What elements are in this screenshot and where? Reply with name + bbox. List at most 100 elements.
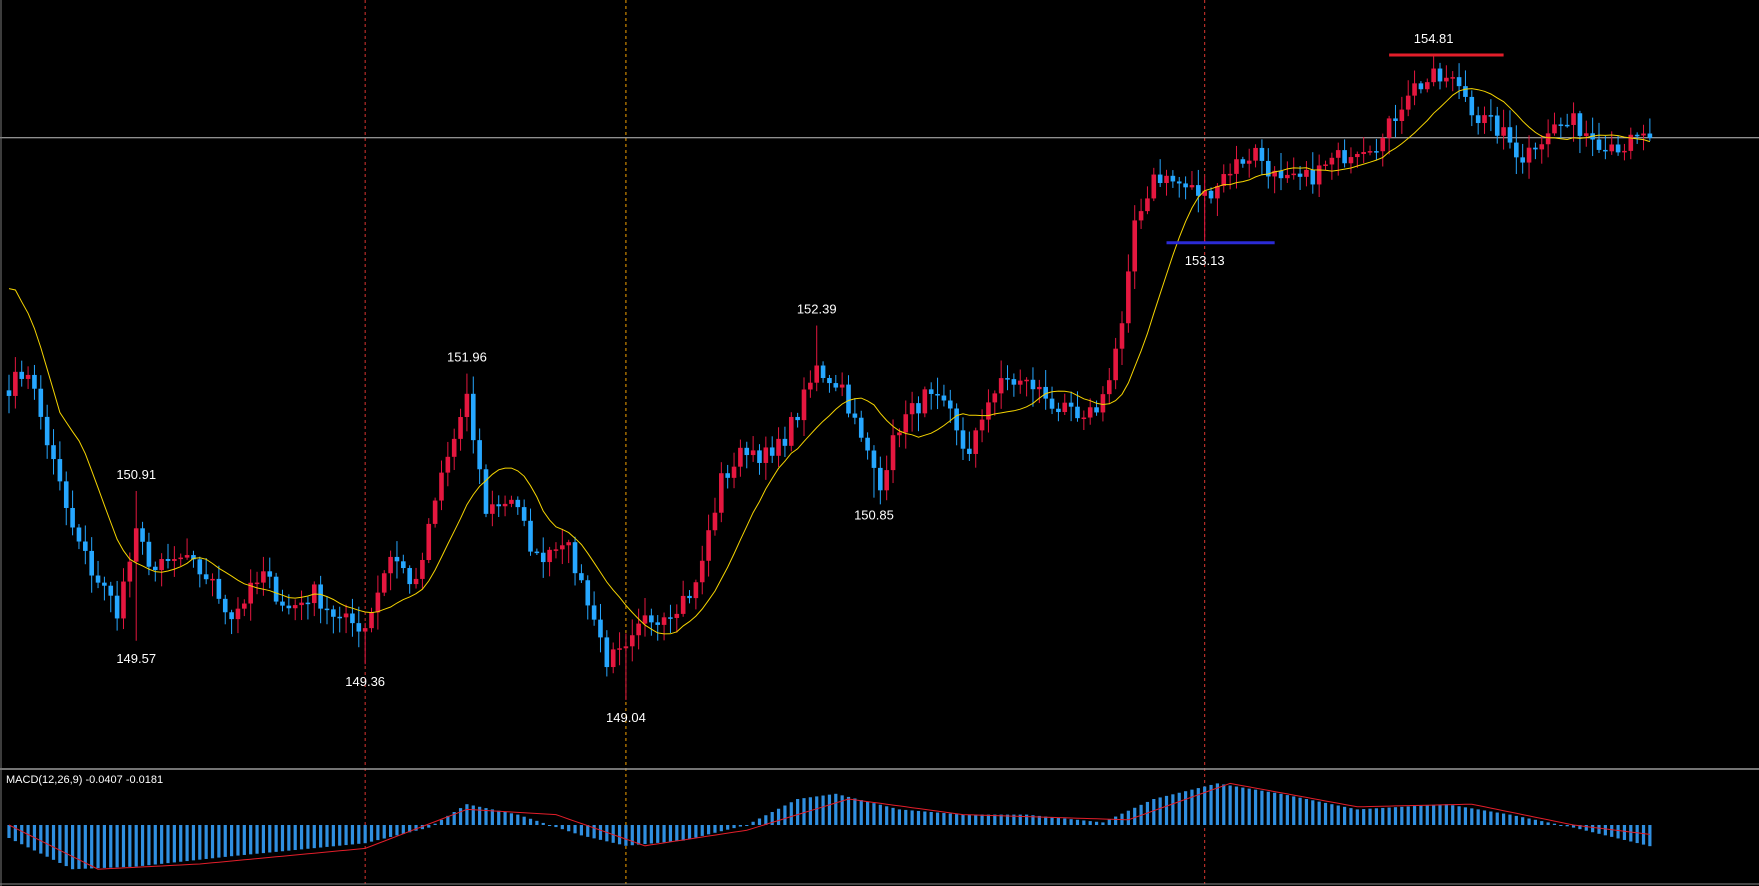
candle — [1526, 135, 1532, 179]
candle-body — [509, 499, 514, 504]
candle-body — [1189, 185, 1195, 188]
macd-bar — [1476, 809, 1480, 825]
candle — [1240, 156, 1246, 168]
macd-bar — [1209, 784, 1213, 825]
macd-bar — [904, 809, 908, 825]
macd-bar — [649, 825, 653, 844]
macd-bar — [783, 805, 787, 825]
candle — [1564, 113, 1570, 128]
macd-bar — [1164, 795, 1169, 825]
candle-body — [292, 605, 298, 609]
candle — [1603, 135, 1608, 160]
candle — [1399, 96, 1405, 134]
candle-body — [57, 459, 63, 482]
candle — [928, 382, 934, 410]
macd-bar — [1234, 786, 1239, 825]
candle-body — [1571, 113, 1576, 125]
macd-bar — [1005, 814, 1010, 825]
candle-body — [1386, 118, 1392, 138]
candle — [356, 606, 362, 648]
candle — [1113, 337, 1118, 390]
macd-bar — [1241, 787, 1245, 825]
candle — [1259, 139, 1265, 176]
macd-bar — [637, 825, 641, 845]
candle-body — [833, 383, 839, 388]
macd-bar — [223, 825, 227, 857]
candle-body — [1316, 165, 1322, 185]
candle — [1412, 70, 1417, 106]
macd-bar — [700, 825, 704, 836]
candle-body — [114, 595, 120, 619]
candle-body — [858, 417, 864, 438]
macd-bar — [961, 814, 965, 825]
candle — [19, 360, 25, 387]
candle-body — [470, 393, 476, 441]
candle-body — [1361, 152, 1366, 154]
candle — [1533, 142, 1538, 160]
candle — [331, 605, 336, 634]
candle-body — [725, 473, 730, 478]
candle — [1545, 119, 1551, 158]
candle-body — [534, 551, 540, 554]
candle-body — [483, 469, 489, 514]
candle — [776, 427, 781, 468]
macd-bar — [83, 825, 87, 869]
candle — [1087, 398, 1093, 425]
candle-body — [38, 388, 44, 417]
macd-bar — [592, 825, 596, 839]
macd-bar — [204, 825, 208, 859]
macd-bar — [560, 825, 564, 830]
candle-body — [261, 571, 266, 583]
candle — [986, 389, 991, 433]
candle — [1024, 377, 1029, 397]
macd-bar — [185, 825, 189, 862]
macd-bar — [1565, 825, 1569, 827]
macd-bar — [853, 798, 857, 825]
candle-body — [1164, 175, 1169, 184]
macd-bar — [1489, 811, 1493, 825]
candle — [884, 455, 889, 501]
candle-body — [1355, 153, 1360, 158]
candle-body — [1094, 407, 1099, 413]
candle — [1329, 152, 1335, 180]
candle — [1183, 176, 1188, 200]
candle — [1641, 124, 1646, 151]
macd-bar — [382, 825, 386, 839]
macd-bar — [605, 825, 609, 842]
candle-body — [528, 520, 533, 552]
candle-body — [992, 393, 998, 403]
candle — [1164, 169, 1169, 196]
candle-body — [401, 561, 406, 569]
macd-bar — [840, 795, 844, 825]
candle — [343, 604, 349, 634]
candle-body — [1043, 386, 1048, 399]
candle — [636, 608, 641, 650]
candle-body — [1418, 83, 1424, 90]
candle-body — [1062, 402, 1068, 413]
macd-bar — [815, 796, 819, 825]
candle — [1475, 106, 1481, 135]
candle-body — [140, 528, 145, 542]
candle — [1119, 311, 1125, 365]
candle — [1202, 176, 1207, 243]
candle-body — [1215, 185, 1220, 199]
candle — [763, 436, 769, 480]
macd-bar — [1311, 800, 1315, 825]
candle-body — [610, 649, 616, 668]
candle — [6, 374, 12, 414]
candle — [1126, 254, 1131, 333]
macd-bar — [261, 825, 265, 854]
candle — [967, 431, 972, 461]
candle — [375, 575, 381, 630]
candle-body — [1119, 323, 1125, 349]
candle — [731, 452, 737, 489]
candle — [299, 590, 304, 621]
macd-bar — [548, 825, 552, 826]
candle — [1456, 63, 1462, 100]
macd-bar — [77, 825, 81, 869]
macd-bar — [643, 825, 647, 845]
macd-bar — [401, 825, 405, 834]
candle-body — [1049, 398, 1055, 409]
candle — [649, 608, 654, 636]
macd-bar — [1648, 825, 1652, 847]
